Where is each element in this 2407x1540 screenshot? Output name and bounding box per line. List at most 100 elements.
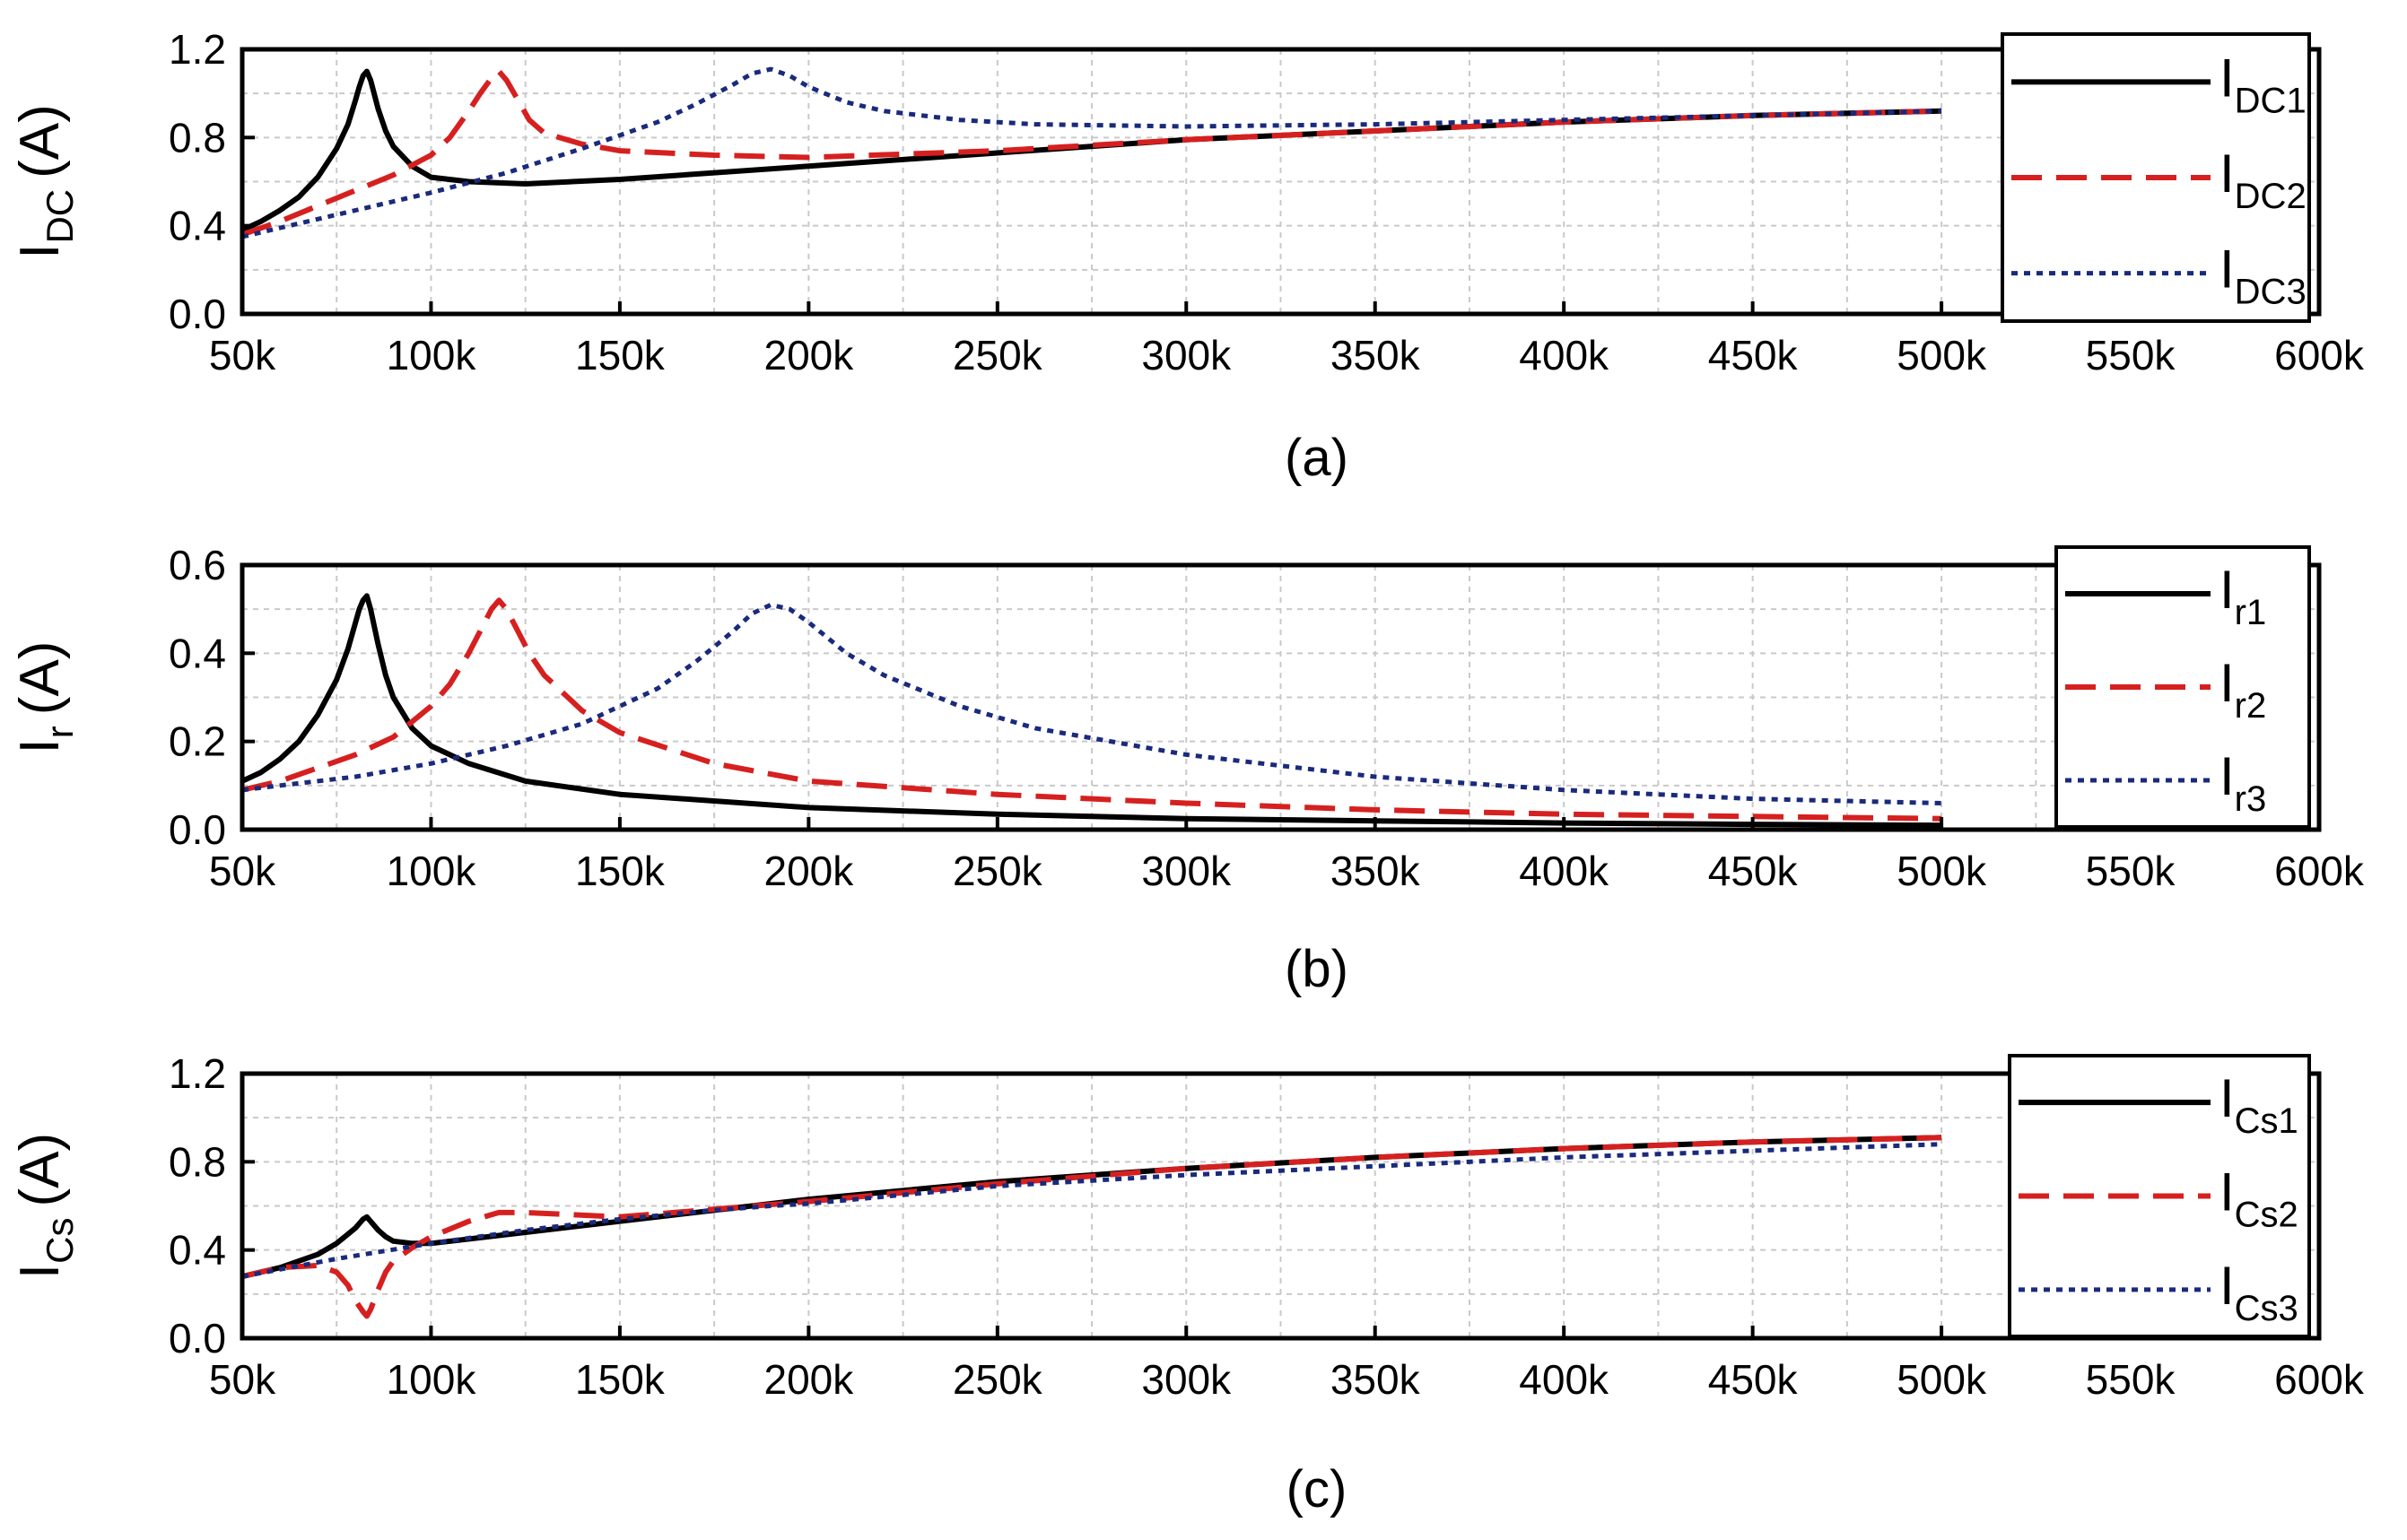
panel-caption: (b) bbox=[1285, 940, 1348, 998]
y-tick-label: 0.8 bbox=[169, 1138, 226, 1185]
legend-label-sub: Cs3 bbox=[2235, 1289, 2298, 1328]
legend-label-main: I bbox=[2219, 48, 2235, 108]
legend-label-main: I bbox=[2219, 144, 2235, 204]
x-tick-label: 50k bbox=[209, 332, 276, 378]
x-tick-label: 250k bbox=[953, 1356, 1043, 1403]
x-tick-label: 400k bbox=[1519, 1356, 1609, 1403]
x-tick-label: 550k bbox=[2086, 1356, 2176, 1403]
x-tick-label: 600k bbox=[2274, 1356, 2365, 1403]
y-tick-label: 0.4 bbox=[169, 203, 226, 249]
y-tick-label: 0.0 bbox=[169, 806, 226, 853]
y-axis-label-sub: DC bbox=[39, 189, 81, 244]
y-axis-label-main: I bbox=[9, 738, 71, 753]
y-tick-label: 1.2 bbox=[169, 1050, 226, 1097]
series-line-ICs1 bbox=[241, 1135, 1942, 1280]
legend-label-IDC1: IDC1 bbox=[2219, 48, 2307, 120]
series-line-IDC2 bbox=[241, 68, 1942, 238]
series-line-IDC1 bbox=[240, 68, 1942, 233]
y-tick-label: 0.0 bbox=[169, 291, 226, 337]
legend-label-main: I bbox=[2219, 1162, 2235, 1222]
x-tick-label: 300k bbox=[1141, 1356, 1232, 1403]
y-axis-label-main: I bbox=[9, 1264, 71, 1279]
x-tick-label: 500k bbox=[1897, 1356, 1987, 1403]
y-axis-label: IDC (A) bbox=[9, 104, 81, 259]
legend-label-main: I bbox=[2219, 653, 2235, 713]
y-tick-label: 0.8 bbox=[169, 114, 226, 161]
legend-label-ICs3: ICs3 bbox=[2219, 1256, 2298, 1328]
x-tick-label: 100k bbox=[387, 332, 477, 378]
series-line-Ir3 bbox=[241, 602, 1942, 805]
series-line-Ir1 bbox=[240, 593, 1942, 829]
legend-label-ICs2: ICs2 bbox=[2219, 1162, 2298, 1235]
legend-label-sub: r3 bbox=[2235, 779, 2267, 819]
x-tick-label: 550k bbox=[2086, 332, 2176, 378]
legend-label-sub: DC1 bbox=[2235, 81, 2307, 120]
legend-label-IDC3: IDC3 bbox=[2219, 239, 2307, 312]
legend-label-main: I bbox=[2219, 1068, 2235, 1128]
y-tick-label: 0.6 bbox=[169, 542, 226, 588]
y-axis-label-sub: r bbox=[39, 726, 81, 738]
y-axis-label-unit: (A) bbox=[9, 1133, 71, 1207]
legend-label-main: I bbox=[2219, 560, 2235, 620]
y-tick-label: 0.4 bbox=[169, 630, 226, 676]
legend-label-main: I bbox=[2219, 746, 2235, 806]
x-tick-label: 500k bbox=[1897, 332, 1987, 378]
y-tick-label: 0.2 bbox=[169, 718, 226, 765]
legend-label-main: I bbox=[2219, 239, 2235, 300]
chart-panel-3: 50k 100k 150k 200k 250k 300k 350k 400k 450k 500k 5… bbox=[9, 1050, 2365, 1518]
series-line-Ir2 bbox=[241, 597, 1942, 822]
panel-caption: (c) bbox=[1286, 1460, 1347, 1518]
plot-frame bbox=[240, 1071, 2322, 1341]
x-tick-label: 150k bbox=[575, 848, 666, 894]
x-tick-label: 550k bbox=[2086, 848, 2176, 894]
legend-label-sub: r2 bbox=[2235, 686, 2267, 726]
legend-label-sub: r1 bbox=[2235, 593, 2267, 632]
plot-frame bbox=[240, 47, 2322, 317]
x-tick-label: 400k bbox=[1519, 848, 1609, 894]
y-axis-label: ICs (A) bbox=[9, 1133, 81, 1279]
x-tick-label: 50k bbox=[209, 1356, 276, 1403]
y-tick-label: 0.0 bbox=[169, 1315, 226, 1362]
legend-label-Ir1: Ir1 bbox=[2219, 560, 2266, 632]
series-line-ICs2 bbox=[241, 1135, 1942, 1319]
x-tick-label: 400k bbox=[1519, 332, 1609, 378]
y-axis-label-unit: (A) bbox=[9, 104, 71, 178]
x-tick-label: 100k bbox=[387, 848, 477, 894]
plot-frame bbox=[240, 562, 2322, 832]
x-tick-label: 450k bbox=[1708, 1356, 1799, 1403]
y-tick-label: 1.2 bbox=[169, 26, 226, 73]
x-tick-label: 150k bbox=[575, 332, 666, 378]
y-axis-label-unit: (A) bbox=[9, 641, 71, 716]
x-tick-label: 350k bbox=[1330, 848, 1421, 894]
x-tick-label: 250k bbox=[953, 848, 1043, 894]
panel-caption: (a) bbox=[1285, 429, 1348, 487]
x-tick-label: 50k bbox=[209, 848, 276, 894]
y-axis-label-sub: Cs bbox=[39, 1218, 81, 1264]
legend-label-sub: Cs1 bbox=[2235, 1101, 2298, 1141]
x-tick-label: 300k bbox=[1141, 848, 1232, 894]
x-tick-label: 450k bbox=[1708, 332, 1799, 378]
chart-panel-2: 50k 100k 150k 200k 250k 300k 350k 400k 450k 500k 5… bbox=[9, 542, 2365, 998]
legend-label-Ir2: Ir2 bbox=[2219, 653, 2266, 726]
x-tick-label: 200k bbox=[763, 332, 854, 378]
x-tick-label: 200k bbox=[763, 848, 854, 894]
x-tick-label: 150k bbox=[575, 1356, 666, 1403]
x-tick-label: 250k bbox=[953, 332, 1043, 378]
legend-label-ICs1: ICs1 bbox=[2219, 1068, 2298, 1141]
series-line-IDC3 bbox=[241, 66, 1942, 239]
x-tick-label: 600k bbox=[2274, 848, 2365, 894]
x-tick-label: 100k bbox=[387, 1356, 477, 1403]
x-tick-label: 450k bbox=[1708, 848, 1799, 894]
x-tick-label: 500k bbox=[1897, 848, 1987, 894]
legend-label-main: I bbox=[2219, 1256, 2235, 1316]
chart-panel-1: 50k 100k 150k 200k 250k 300k 350k 400k 450k 500k 5… bbox=[9, 26, 2365, 487]
legend-label-IDC2: IDC2 bbox=[2219, 144, 2307, 216]
x-tick-label: 350k bbox=[1330, 332, 1421, 378]
x-tick-label: 200k bbox=[763, 1356, 854, 1403]
x-tick-label: 300k bbox=[1141, 332, 1232, 378]
legend-label-sub: DC3 bbox=[2235, 273, 2307, 312]
